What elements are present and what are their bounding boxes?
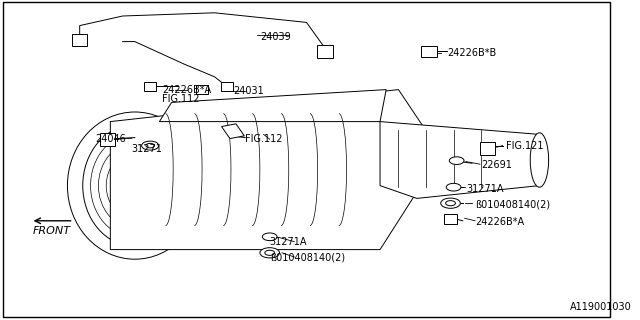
Bar (421, 46, 436, 57)
Ellipse shape (91, 134, 179, 237)
Text: 31271: 31271 (132, 144, 163, 154)
Text: FIG.112: FIG.112 (245, 134, 283, 144)
Text: ß010408140(2): ß010408140(2) (269, 252, 345, 263)
Text: A119001030: A119001030 (570, 302, 632, 312)
Polygon shape (159, 90, 386, 122)
Circle shape (262, 233, 277, 241)
Circle shape (445, 201, 456, 206)
Text: 24039: 24039 (260, 32, 291, 42)
Text: 24226B*A: 24226B*A (475, 217, 524, 228)
Text: FIG.121: FIG.121 (506, 140, 543, 151)
Text: ß010408140(2): ß010408140(2) (475, 200, 550, 210)
Ellipse shape (99, 143, 172, 228)
Text: 22691: 22691 (481, 160, 512, 170)
Text: 31271A: 31271A (269, 236, 307, 247)
Text: 31271A: 31271A (466, 184, 503, 194)
Bar (144, 82, 156, 91)
Bar (444, 214, 457, 224)
Circle shape (260, 248, 280, 258)
Circle shape (141, 141, 159, 150)
Circle shape (449, 157, 464, 164)
Bar (221, 124, 244, 139)
Ellipse shape (530, 133, 548, 187)
Text: FIG.112: FIG.112 (163, 94, 200, 104)
Bar (72, 34, 87, 46)
Circle shape (146, 143, 154, 148)
Bar (196, 85, 209, 94)
Text: 24046: 24046 (95, 134, 126, 144)
Bar (221, 82, 233, 91)
Bar (100, 133, 115, 146)
Circle shape (446, 183, 461, 191)
Bar (479, 142, 495, 155)
Text: 24226B*A: 24226B*A (163, 84, 212, 95)
Bar (317, 45, 333, 58)
Polygon shape (380, 122, 540, 198)
Ellipse shape (67, 112, 202, 259)
Polygon shape (110, 90, 442, 250)
Ellipse shape (83, 125, 187, 246)
Circle shape (441, 198, 460, 208)
Text: 24226B*B: 24226B*B (447, 48, 497, 58)
Text: FRONT: FRONT (33, 226, 71, 236)
Text: 24031: 24031 (233, 86, 264, 96)
Circle shape (265, 250, 275, 255)
Ellipse shape (106, 152, 163, 219)
